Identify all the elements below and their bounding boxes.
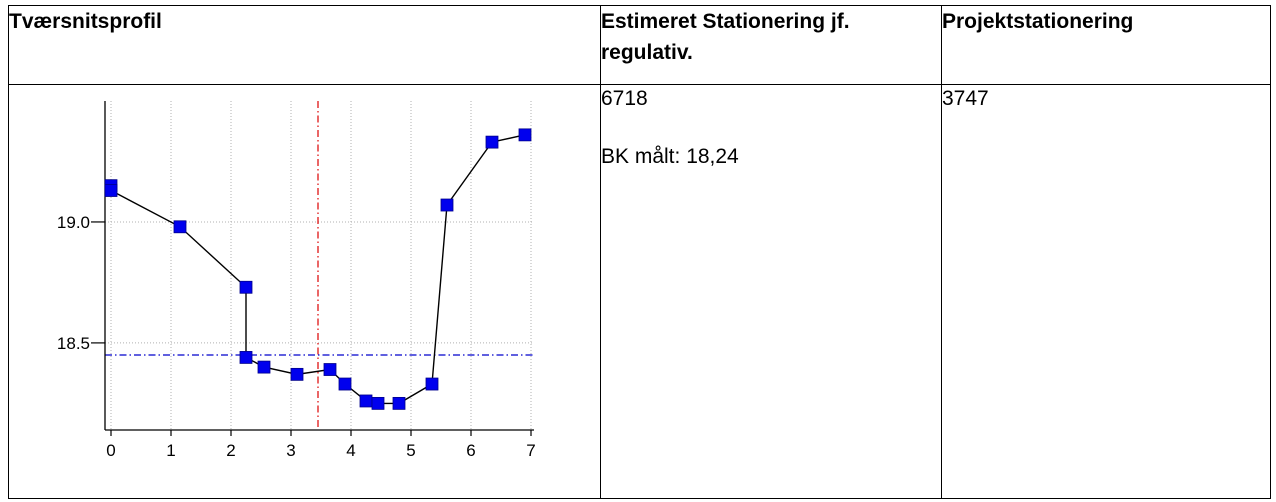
data-point bbox=[425, 377, 439, 391]
bk-measured-value: BK målt: 18,24 bbox=[601, 145, 739, 168]
data-point bbox=[173, 220, 187, 234]
project-station-value: 3747 bbox=[942, 87, 989, 110]
data-row: 0 1 2 3 4 5 6 7 18.5 19.0 6718 BK målt: 18,24 374… bbox=[8, 84, 1271, 499]
x-tick-label: 5 bbox=[406, 441, 415, 460]
estimated-station-cell: 6718 BK målt: 18,24 bbox=[600, 84, 942, 499]
x-tick-label: 0 bbox=[106, 441, 115, 460]
data-point bbox=[371, 396, 385, 410]
project-station-cell: 3747 bbox=[941, 84, 1271, 499]
data-point bbox=[485, 135, 499, 149]
data-point bbox=[338, 377, 352, 391]
estimated-station-value: 6718 bbox=[601, 87, 648, 110]
data-point bbox=[239, 280, 253, 294]
y-tick-label: 19.0 bbox=[57, 213, 90, 232]
data-point bbox=[239, 351, 253, 364]
header-cross-section: Tværsnitsprofil bbox=[8, 5, 601, 85]
x-tick-label: 1 bbox=[166, 441, 175, 460]
header-row: Tværsnitsprofil Estimeret Stationering j… bbox=[8, 5, 1271, 85]
cross-section-chart: 0 1 2 3 4 5 6 7 18.5 19.0 bbox=[57, 101, 536, 460]
data-point bbox=[323, 363, 337, 376]
data-point bbox=[518, 128, 532, 142]
data-point bbox=[392, 396, 406, 410]
x-tick-label: 6 bbox=[466, 441, 475, 460]
profile-table: Tværsnitsprofil Estimeret Stationering j… bbox=[8, 5, 1271, 499]
x-tick-label: 2 bbox=[226, 441, 235, 460]
header-estimated-station: Estimeret Stationering jf. regulativ. bbox=[600, 5, 942, 85]
data-point bbox=[359, 394, 373, 408]
data-point bbox=[440, 198, 454, 212]
data-point bbox=[104, 184, 118, 197]
data-point bbox=[257, 360, 271, 374]
profile-line bbox=[110, 134, 526, 405]
x-tick-label: 4 bbox=[346, 441, 355, 460]
header-project-station: Projektstationering bbox=[941, 5, 1271, 85]
y-tick-label: 18.5 bbox=[57, 334, 90, 353]
x-tick-label: 7 bbox=[526, 441, 535, 460]
x-tick-label: 3 bbox=[286, 441, 295, 460]
chart-cell: 0 1 2 3 4 5 6 7 18.5 19.0 bbox=[8, 84, 601, 499]
data-point bbox=[290, 367, 304, 381]
